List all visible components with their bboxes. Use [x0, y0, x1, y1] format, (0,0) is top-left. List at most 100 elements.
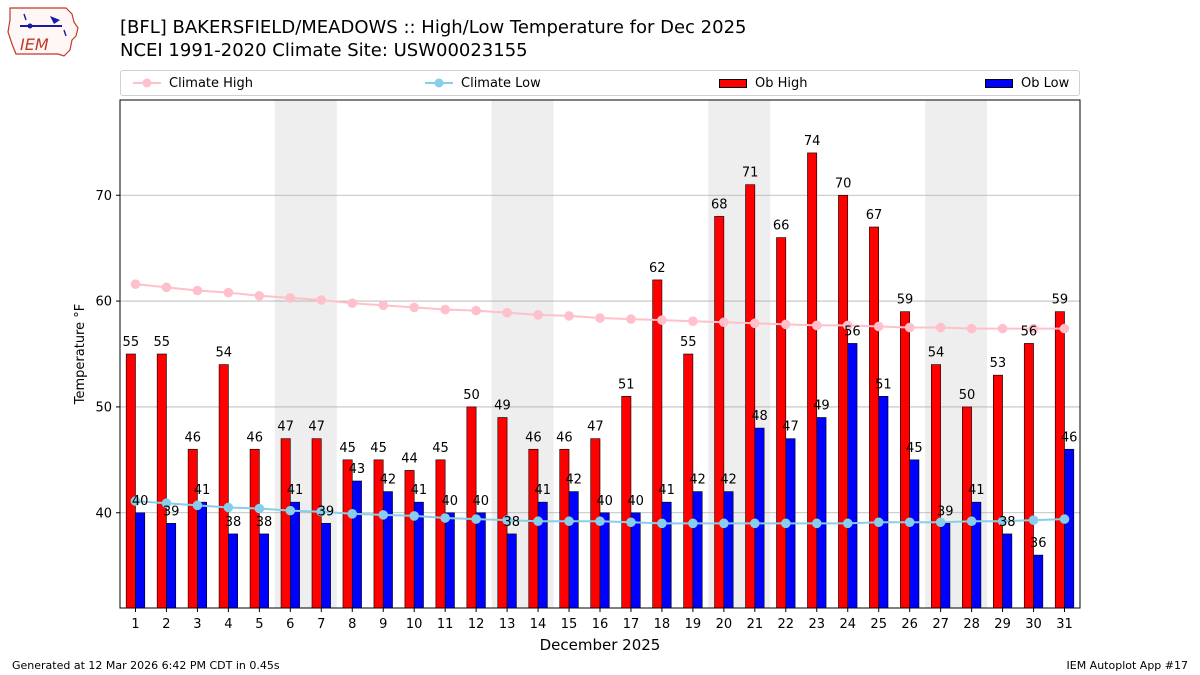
ob-high-label-15: 46 — [556, 430, 573, 445]
climate-low-point-2 — [161, 498, 172, 509]
ob-high-bar-4 — [218, 364, 229, 609]
ob-low-bar-25 — [878, 396, 889, 609]
climate-high-point-16 — [595, 313, 605, 323]
ob-low-label-20: 42 — [720, 473, 737, 488]
ob-low-bar-2 — [166, 523, 177, 609]
ob-low-label-1: 40 — [132, 494, 149, 509]
ob-high-label-1: 55 — [123, 335, 140, 350]
ob-low-bar-19 — [692, 491, 703, 609]
climate-high-point-29 — [997, 323, 1008, 334]
legend-climate-low-label: Climate Low — [461, 75, 541, 91]
ob-low-label-31: 46 — [1061, 430, 1078, 445]
climate-low-point-22 — [781, 518, 791, 529]
xtick-label-12: 12 — [468, 617, 485, 632]
xtick-label-18: 18 — [654, 617, 671, 632]
xtick-label-22: 22 — [778, 617, 795, 632]
ob-low-label-8: 43 — [349, 462, 366, 477]
ob-low-bar-16 — [599, 512, 610, 609]
ob-low-bar-18 — [661, 501, 672, 609]
ob-high-label-4: 54 — [215, 346, 232, 361]
xtick-label-3: 3 — [193, 617, 201, 632]
ob-high-label-28: 50 — [959, 388, 976, 403]
xtick-label-23: 23 — [809, 617, 826, 632]
ob-high-bar-29 — [992, 374, 1003, 609]
climate-low-point-14 — [533, 516, 543, 527]
ob-high-bar-7 — [311, 438, 322, 609]
climate-low-point-1 — [130, 496, 141, 506]
ob-high-label-16: 47 — [587, 420, 604, 435]
ob-low-label-15: 42 — [565, 473, 582, 488]
climate-low-point-17 — [626, 517, 636, 528]
climate-high-point-14 — [533, 310, 543, 320]
xtick-label-24: 24 — [839, 617, 856, 632]
chart-subtitle: NCEI 1991-2020 Climate Site: USW00023155 — [120, 40, 528, 61]
logo-text: IEM — [20, 35, 49, 54]
climate-high-point-20 — [719, 317, 729, 328]
xtick-label-28: 28 — [963, 617, 980, 632]
ob-high-label-27: 54 — [928, 346, 945, 361]
ob-high-label-8: 45 — [339, 441, 356, 456]
app-note: IEM Autoplot App #17 — [1066, 659, 1189, 672]
ob-low-label-27: 39 — [937, 504, 954, 519]
xtick-label-17: 17 — [623, 617, 640, 632]
ob-low-label-22: 47 — [782, 420, 799, 435]
climate-low-point-13 — [502, 515, 512, 525]
climate-high-point-17 — [626, 314, 636, 324]
ob-low-label-18: 41 — [658, 483, 675, 498]
climate-high-point-25 — [873, 321, 884, 332]
ob-high-label-31: 59 — [1052, 293, 1069, 308]
climate-high-point-13 — [502, 307, 512, 318]
xtick-label-4: 4 — [224, 617, 232, 632]
climate-low-point-25 — [873, 517, 884, 528]
ob-low-bar-11 — [444, 512, 455, 609]
legend-ob-high-swatch — [719, 78, 747, 88]
climate-low-point-29 — [997, 516, 1008, 527]
ob-high-label-30: 56 — [1021, 324, 1038, 339]
ob-high-label-7: 47 — [308, 420, 325, 435]
climate-high-point-30 — [1028, 323, 1039, 334]
ob-low-label-7: 39 — [318, 504, 335, 519]
climate-low-point-24 — [842, 518, 853, 529]
climate-high-point-24 — [842, 320, 853, 331]
ob-high-label-2: 55 — [154, 335, 171, 350]
climate-high-point-15 — [564, 311, 574, 321]
climate-high-point-27 — [935, 322, 946, 333]
climate-high-point-21 — [750, 318, 760, 329]
ob-low-label-13: 38 — [503, 515, 520, 530]
climate-low-point-21 — [750, 518, 760, 529]
ob-low-label-9: 42 — [380, 473, 397, 488]
ytick-label-60: 60 — [95, 295, 112, 310]
climate-low-point-27 — [935, 517, 946, 528]
ob-low-bar-7 — [320, 523, 331, 609]
climate-low-point-18 — [657, 518, 667, 529]
ob-high-label-22: 66 — [773, 219, 790, 234]
ob-high-label-19: 55 — [680, 335, 697, 350]
xtick-label-16: 16 — [592, 617, 609, 632]
climate-low-point-28 — [966, 516, 977, 527]
xtick-label-27: 27 — [932, 617, 949, 632]
ob-low-label-3: 41 — [194, 483, 211, 498]
ob-high-bar-14 — [528, 448, 539, 609]
ob-low-label-23: 49 — [813, 399, 830, 414]
ob-high-label-26: 59 — [897, 293, 914, 308]
ob-low-label-26: 45 — [906, 441, 923, 456]
ob-low-label-4: 38 — [225, 515, 242, 530]
xtick-label-10: 10 — [406, 617, 423, 632]
ob-high-label-9: 45 — [370, 441, 387, 456]
xtick-label-26: 26 — [901, 617, 918, 632]
xtick-label-5: 5 — [255, 617, 263, 632]
ob-high-label-18: 62 — [649, 261, 666, 276]
ob-low-label-11: 40 — [442, 494, 459, 509]
ob-high-bar-13 — [497, 417, 508, 609]
ob-low-label-5: 38 — [256, 515, 273, 530]
xtick-label-31: 31 — [1056, 617, 1073, 632]
ytick-label-70: 70 — [95, 189, 112, 204]
ob-low-bar-9 — [382, 491, 393, 609]
xtick-label-2: 2 — [162, 617, 170, 632]
climate-low-point-5 — [254, 503, 265, 514]
xtick-label-7: 7 — [317, 617, 325, 632]
ob-high-label-3: 46 — [184, 430, 201, 445]
ob-high-bar-3 — [187, 448, 198, 609]
ob-high-label-29: 53 — [990, 356, 1007, 371]
legend-climate-high-label: Climate High — [169, 75, 254, 91]
